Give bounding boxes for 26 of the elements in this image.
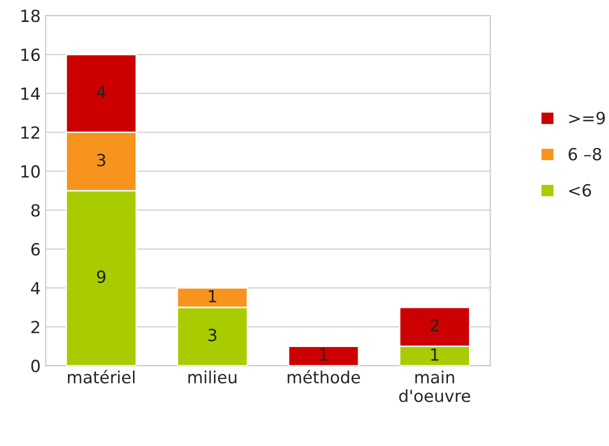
data-label: 1 (320, 348, 328, 361)
y-tick-label: 2 (31, 320, 40, 334)
y-tick-label: 18 (21, 10, 40, 22)
y-tick-label: 10 (21, 165, 40, 178)
x-tick-label: milieu (188, 370, 236, 384)
data-label: 3 (97, 154, 106, 166)
bar (288, 346, 360, 366)
x-tick-label: matériel (68, 370, 134, 384)
legend-label: >=9 (569, 112, 605, 124)
x-tick-label: méthode (288, 370, 360, 384)
legend-label: 6 –8 (568, 148, 602, 160)
data-label: 4 (96, 86, 106, 98)
data-label: 9 (96, 270, 106, 284)
y-tick-label: 4 (31, 282, 40, 294)
x-tick-label: main d'oeuvre (399, 370, 470, 402)
y-tick-label: 16 (21, 48, 40, 62)
y-tick-label: 12 (21, 126, 40, 139)
y-tick-label: 6 (31, 242, 40, 256)
data-label: 2 (430, 319, 438, 332)
y-tick-label: 0 (31, 360, 40, 372)
y-tick-label: 14 (21, 88, 40, 100)
data-label: 1 (431, 348, 438, 361)
data-label: 3 (208, 328, 216, 342)
legend-label: <6 (569, 184, 591, 197)
y-tick-label: 8 (31, 204, 40, 217)
data-label: 1 (208, 290, 216, 302)
